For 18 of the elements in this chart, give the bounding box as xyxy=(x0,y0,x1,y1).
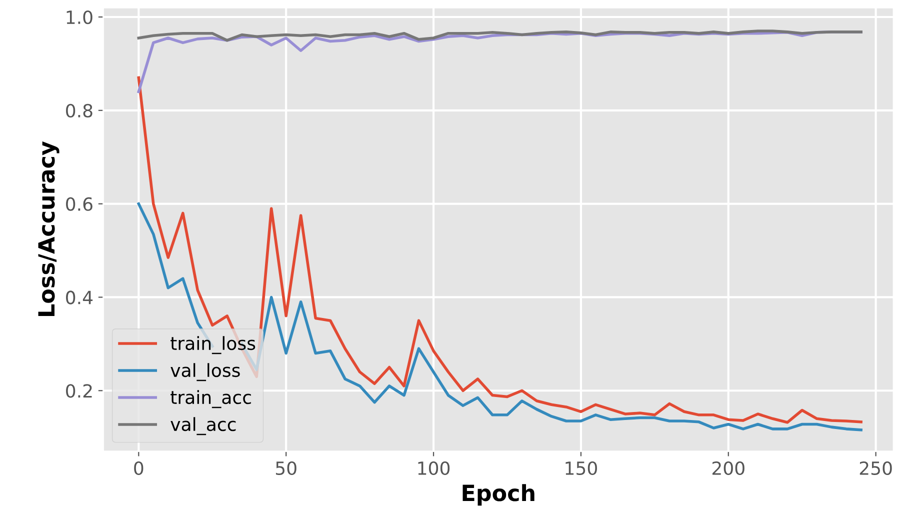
y-axis-title: Loss/Accuracy xyxy=(38,141,60,316)
y-tick-label: 0.8 xyxy=(66,104,92,118)
x-tick-label: 200 xyxy=(712,461,744,476)
x-axis-title: Epoch xyxy=(462,484,534,506)
x-tick-label: 0 xyxy=(134,461,144,476)
line-series xyxy=(137,30,862,42)
y-tick-label: 0.2 xyxy=(66,384,92,398)
y-tick-label: 0.4 xyxy=(66,290,93,304)
x-tick-label: 50 xyxy=(276,461,296,476)
x-tick-label: 250 xyxy=(860,461,892,476)
legend-label: train_acc xyxy=(170,390,251,408)
y-tick-label: 0.6 xyxy=(66,197,92,211)
legend-label: train_loss xyxy=(170,336,256,354)
x-tick-label: 100 xyxy=(418,461,450,476)
legend-label: val_acc xyxy=(170,417,236,436)
y-tick-label: 1.0 xyxy=(66,10,92,24)
legend-label: val_loss xyxy=(170,363,240,382)
x-tick-label: 150 xyxy=(566,461,597,476)
